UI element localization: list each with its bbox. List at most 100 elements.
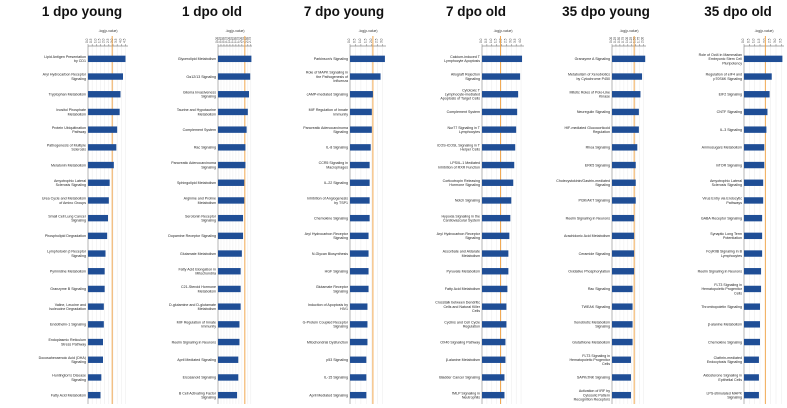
category-label: MIF Regulation of Innate Immunity <box>177 320 217 328</box>
bar <box>350 250 369 257</box>
x-tick-label: 0.0 <box>741 38 745 43</box>
bar <box>612 214 635 222</box>
bar <box>88 356 103 363</box>
bar <box>612 197 636 204</box>
bar <box>88 91 121 98</box>
bar <box>218 356 239 363</box>
bar <box>482 303 507 310</box>
category-label: TWEAK Signaling <box>581 305 610 309</box>
category-label: Melatonin Metabolism <box>51 163 86 167</box>
bar <box>350 91 373 98</box>
bar <box>350 55 385 63</box>
category-label: Pancreatic Adenocarcinoma Signaling <box>171 161 216 169</box>
x-tick-label: 1.00 <box>227 37 231 43</box>
bar <box>612 285 633 293</box>
category-label: Urea Cycle and Metabolism of Amino Groups <box>42 197 86 205</box>
bar <box>218 197 245 204</box>
bar <box>88 73 123 80</box>
x-tick-label: 0.75 <box>224 37 228 43</box>
panel-1-dpo-young: 1 dpo young -log(p-value) 0.0 0.5 1.0 1.5 2.0 2… <box>39 4 128 404</box>
panel-1-dpo-old: 1 dpo old-log(p-value)0.000.250.500.751.… <box>168 4 252 404</box>
category-label: Pancreatic Adenocarcinoma Signaling <box>303 126 348 134</box>
x-tick-label: 4.0 <box>118 38 122 43</box>
category-label: April Mediated Signaling <box>177 358 216 362</box>
category-label: EIF2 Signaling <box>719 92 742 96</box>
bar <box>482 250 509 257</box>
category-label: Lymphotoxin β Receptor Signaling <box>47 250 87 258</box>
category-label: Reelin Signaling in Neurons <box>172 340 217 344</box>
bar <box>482 356 506 363</box>
bar <box>350 108 372 116</box>
category-label: Corticotropin Releasing Hormone Signaling <box>443 179 480 187</box>
x-tick-label: 2.50 <box>245 37 249 43</box>
bar <box>350 232 369 240</box>
bar <box>744 55 783 63</box>
bar <box>612 250 635 257</box>
category-label: IL-8 Signaling <box>326 146 348 150</box>
category-label: Huntington's Disease Signaling <box>52 374 86 382</box>
bar <box>482 374 505 381</box>
bar <box>744 356 759 363</box>
x-tick-label: 1.5 <box>363 38 367 43</box>
category-label: Pathogenesis of Multiple Sclerosis <box>47 143 86 151</box>
bar <box>612 356 631 363</box>
category-label: Inhibition of Angiogenesis by TSP1 <box>307 197 348 205</box>
bar <box>612 374 631 381</box>
category-label: SAPK/JNK Signaling <box>577 376 610 380</box>
category-label: Cyclins and Cell Cycle Regulation <box>444 320 480 328</box>
x-tick-label: 3.5 <box>778 38 782 43</box>
category-label: IL-15 Signaling <box>324 376 348 380</box>
bar <box>612 126 639 133</box>
category-label: C21-Steroid Hormone Metabolism <box>181 285 216 293</box>
x-axis-label: -log(p-value) <box>619 29 638 33</box>
category-label: FLT3 Signaling in Hematopoietic Progenito… <box>701 283 742 295</box>
bar <box>744 91 770 98</box>
category-label: Regulation of eIF4 and p70S6K Signaling <box>706 73 742 81</box>
bar <box>350 197 370 204</box>
category-label: Arginine and Proline Metabolism <box>184 197 216 205</box>
x-tick-label: 3.0 <box>773 38 777 43</box>
bar <box>744 268 762 275</box>
x-tick-label: 2.5 <box>374 38 378 43</box>
category-label: Gα12/13 Signaling <box>186 75 216 79</box>
category-label: CCR5 Signaling in Macrophages <box>319 161 349 169</box>
category-label: iCOS-iCOSL Signaling in T Helper Cells <box>437 143 481 151</box>
bar <box>612 391 631 399</box>
category-label: Clathrin-mediated Endocytosis Signaling <box>707 356 742 364</box>
category-label: Fatty Acid Metabolism <box>445 287 480 291</box>
x-tick-label: 0.00 <box>215 37 219 43</box>
bar <box>218 338 240 346</box>
bar <box>482 108 518 116</box>
x-tick-label: 1.75 <box>236 37 240 43</box>
category-label: Phospholipid Degradation <box>45 234 86 238</box>
bar <box>482 214 511 222</box>
category-label: Small Cell Lung Cancer Signaling <box>48 214 87 222</box>
category-label: Arachidonic Acid Metabolism <box>564 234 610 238</box>
bar <box>482 126 517 133</box>
bar <box>88 126 118 133</box>
panel-title: 35 dpo old <box>704 4 772 19</box>
x-tick-label: 1.75 <box>637 37 641 43</box>
bar <box>482 391 505 399</box>
bar <box>88 321 104 328</box>
bar <box>218 303 241 310</box>
category-label: Pyrimidine Metabolism <box>50 269 86 273</box>
category-label: PI3K/AKT Signaling <box>579 199 611 203</box>
x-tick-label: 4.0 <box>518 38 522 43</box>
category-label: Amyotrophic Lateral Sclerosis Signaling <box>710 179 742 187</box>
category-label: Sphingolipid Metabolism <box>177 181 216 185</box>
category-label: mTOR Signaling <box>716 163 742 167</box>
bar <box>482 144 516 151</box>
category-label: Role of MAPK Signaling in the Pathogenesi… <box>306 71 348 83</box>
bar <box>744 108 768 116</box>
bar <box>350 374 367 381</box>
category-label: Amyotrophic Lateral Sclerosis Signaling <box>54 179 86 187</box>
x-tick-label: 3.5 <box>513 38 517 43</box>
category-label: IL-3 Signaling <box>720 128 742 132</box>
x-tick-label: 0.00 <box>609 37 613 43</box>
category-label: Allograft Rejection Signaling <box>451 73 480 81</box>
x-tick-label: 2.0 <box>102 38 106 43</box>
x-tick-label: 0.50 <box>617 37 621 43</box>
x-tick-label: 1.0 <box>358 38 362 43</box>
